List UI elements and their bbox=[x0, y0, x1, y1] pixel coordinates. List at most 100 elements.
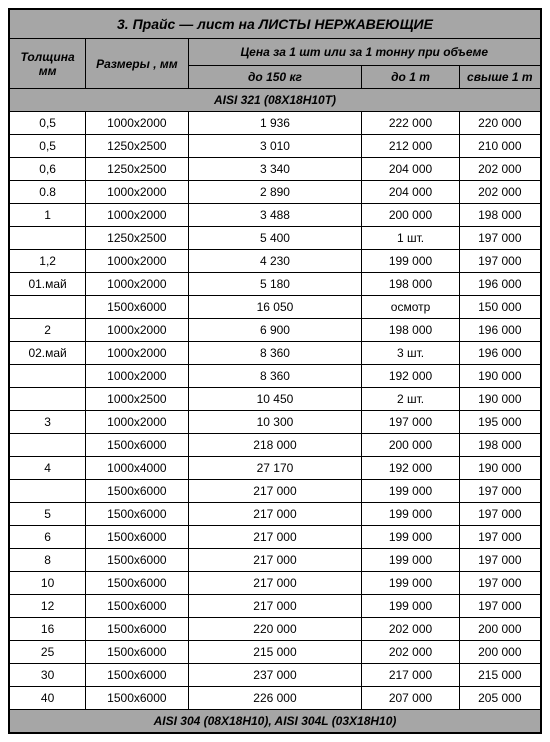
cell-size: 1500x6000 bbox=[86, 434, 188, 457]
col-size: Размеры , мм bbox=[86, 39, 188, 89]
cell-price-1: 2 890 bbox=[188, 181, 362, 204]
table-row: 0,51250x25003 010212 000210 000 bbox=[9, 135, 541, 158]
cell-price-3: 197 000 bbox=[459, 227, 541, 250]
cell-price-3: 210 000 bbox=[459, 135, 541, 158]
cell-thickness: 40 bbox=[9, 687, 86, 710]
cell-price-1: 217 000 bbox=[188, 480, 362, 503]
cell-price-3: 197 000 bbox=[459, 503, 541, 526]
cell-thickness: 25 bbox=[9, 641, 86, 664]
cell-price-2: 1 шт. bbox=[362, 227, 459, 250]
table-row: 1000x250010 4502 шт.190 000 bbox=[9, 388, 541, 411]
cell-price-1: 10 450 bbox=[188, 388, 362, 411]
cell-price-3: 190 000 bbox=[459, 388, 541, 411]
cell-price-2: 204 000 bbox=[362, 158, 459, 181]
cell-size: 1500x6000 bbox=[86, 618, 188, 641]
cell-price-1: 27 170 bbox=[188, 457, 362, 480]
cell-price-3: 195 000 bbox=[459, 411, 541, 434]
cell-price-1: 226 000 bbox=[188, 687, 362, 710]
cell-price-2: 199 000 bbox=[362, 526, 459, 549]
cell-price-3: 200 000 bbox=[459, 618, 541, 641]
cell-size: 1250x2500 bbox=[86, 158, 188, 181]
cell-price-3: 198 000 bbox=[459, 204, 541, 227]
cell-price-3: 197 000 bbox=[459, 595, 541, 618]
cell-price-1: 217 000 bbox=[188, 595, 362, 618]
cell-price-1: 217 000 bbox=[188, 503, 362, 526]
table-row: 61500x6000217 000199 000197 000 bbox=[9, 526, 541, 549]
cell-thickness: 4 bbox=[9, 457, 86, 480]
cell-price-3: 196 000 bbox=[459, 319, 541, 342]
cell-thickness bbox=[9, 296, 86, 319]
cell-price-3: 198 000 bbox=[459, 434, 541, 457]
cell-price-2: 212 000 bbox=[362, 135, 459, 158]
cell-price-1: 6 900 bbox=[188, 319, 362, 342]
cell-size: 1250x2500 bbox=[86, 227, 188, 250]
cell-thickness bbox=[9, 227, 86, 250]
cell-price-1: 8 360 bbox=[188, 342, 362, 365]
table-row: 21000x20006 900198 000196 000 bbox=[9, 319, 541, 342]
cell-size: 1250x2500 bbox=[86, 135, 188, 158]
cell-thickness bbox=[9, 365, 86, 388]
table-row: 1500x600016 050осмотр150 000 bbox=[9, 296, 541, 319]
table-row: 161500x6000220 000202 000200 000 bbox=[9, 618, 541, 641]
cell-price-2: 198 000 bbox=[362, 273, 459, 296]
cell-size: 1500x6000 bbox=[86, 664, 188, 687]
cell-price-2: 202 000 bbox=[362, 618, 459, 641]
cell-price-1: 3 488 bbox=[188, 204, 362, 227]
table-row: 1500x6000217 000199 000197 000 bbox=[9, 480, 541, 503]
table-row: 0,51000x20001 936222 000220 000 bbox=[9, 112, 541, 135]
cell-price-1: 218 000 bbox=[188, 434, 362, 457]
cell-price-3: 197 000 bbox=[459, 250, 541, 273]
cell-size: 1500x6000 bbox=[86, 480, 188, 503]
cell-size: 1500x6000 bbox=[86, 503, 188, 526]
cell-price-2: 199 000 bbox=[362, 503, 459, 526]
cell-price-2: осмотр bbox=[362, 296, 459, 319]
col-upto150: до 150 кг bbox=[188, 66, 362, 89]
cell-thickness: 30 bbox=[9, 664, 86, 687]
table-row: 1,21000x20004 230199 000197 000 bbox=[9, 250, 541, 273]
cell-price-2: 222 000 bbox=[362, 112, 459, 135]
cell-price-2: 200 000 bbox=[362, 434, 459, 457]
section-label: AISI 304 (08Х18Н10), AISI 304L (03Х18Н10… bbox=[9, 710, 541, 734]
table-row: 121500x6000217 000199 000197 000 bbox=[9, 595, 541, 618]
cell-thickness: 0,5 bbox=[9, 112, 86, 135]
cell-thickness: 6 bbox=[9, 526, 86, 549]
cell-price-2: 200 000 bbox=[362, 204, 459, 227]
cell-price-1: 5 180 bbox=[188, 273, 362, 296]
cell-thickness: 01.май bbox=[9, 273, 86, 296]
section-header: AISI 304 (08Х18Н10), AISI 304L (03Х18Н10… bbox=[9, 710, 541, 734]
cell-size: 1500x6000 bbox=[86, 296, 188, 319]
cell-size: 1500x6000 bbox=[86, 641, 188, 664]
cell-thickness bbox=[9, 388, 86, 411]
cell-price-1: 8 360 bbox=[188, 365, 362, 388]
cell-size: 1000x2500 bbox=[86, 388, 188, 411]
cell-size: 1000x2000 bbox=[86, 204, 188, 227]
table-row: 251500x6000215 000202 000200 000 bbox=[9, 641, 541, 664]
cell-size: 1500x6000 bbox=[86, 572, 188, 595]
col-price-span: Цена за 1 шт или за 1 тонну при объеме bbox=[188, 39, 541, 66]
cell-price-3: 200 000 bbox=[459, 641, 541, 664]
cell-price-2: 192 000 bbox=[362, 457, 459, 480]
cell-price-3: 202 000 bbox=[459, 158, 541, 181]
cell-price-2: 202 000 bbox=[362, 641, 459, 664]
cell-price-3: 190 000 bbox=[459, 457, 541, 480]
table-title: 3. Прайс — лист на ЛИСТЫ НЕРЖАВЕЮЩИЕ bbox=[9, 9, 541, 39]
cell-thickness: 8 bbox=[9, 549, 86, 572]
cell-size: 1000x2000 bbox=[86, 365, 188, 388]
cell-thickness: 0.8 bbox=[9, 181, 86, 204]
table-row: 101500x6000217 000199 000197 000 bbox=[9, 572, 541, 595]
table-row: 11000x20003 488200 000198 000 bbox=[9, 204, 541, 227]
table-row: 301500x6000237 000217 000215 000 bbox=[9, 664, 541, 687]
cell-price-2: 199 000 bbox=[362, 480, 459, 503]
cell-price-2: 199 000 bbox=[362, 595, 459, 618]
col-thickness: Толщина мм bbox=[9, 39, 86, 89]
cell-price-2: 192 000 bbox=[362, 365, 459, 388]
cell-thickness bbox=[9, 480, 86, 503]
cell-price-1: 3 340 bbox=[188, 158, 362, 181]
cell-price-2: 2 шт. bbox=[362, 388, 459, 411]
table-row: 41000x400027 170192 000190 000 bbox=[9, 457, 541, 480]
table-title-row: 3. Прайс — лист на ЛИСТЫ НЕРЖАВЕЮЩИЕ bbox=[9, 9, 541, 39]
cell-size: 1000x2000 bbox=[86, 112, 188, 135]
table-row: 0,61250x25003 340204 000202 000 bbox=[9, 158, 541, 181]
table-body: AISI 321 (08Х18Н10Т)0,51000x20001 936222… bbox=[9, 89, 541, 734]
cell-thickness: 12 bbox=[9, 595, 86, 618]
